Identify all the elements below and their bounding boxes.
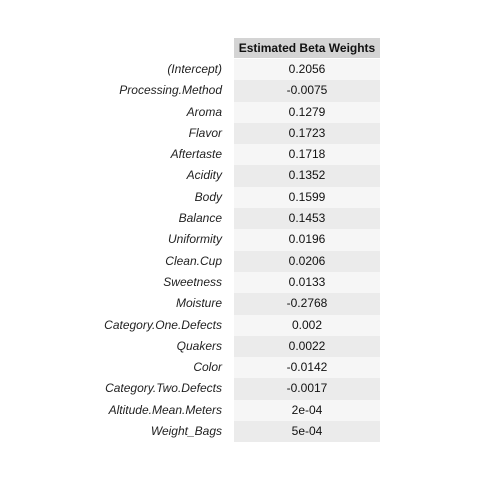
row-label: Color [193,360,222,375]
beta-weight-value: 0.1718 [234,144,380,166]
table-row: Processing.Method -0.0075 [100,80,380,102]
table-row: Category.One.Defects 0.002 [100,314,380,336]
beta-weight-value: 0.0022 [234,335,380,358]
table-body: (Intercept) 0.2056 Processing.Method -0.007… [100,59,380,443]
row-label: Quakers [176,338,222,353]
table-row: Weight_Bags 5e-04 [100,421,380,443]
table-row: Aroma 0.1279 [100,101,380,123]
row-label: Category.One.Defects [104,317,222,332]
table-row: Balance 0.1453 [100,208,380,230]
row-label: Acidity [186,168,222,183]
beta-weight-value: 0.1599 [234,186,380,209]
beta-weight-value: -0.0075 [234,80,380,102]
row-label: Altitude.Mean.Meters [108,402,222,417]
beta-weights-table: Estimated Beta Weights (Intercept) 0.2056… [100,38,380,443]
beta-weight-value: 0.1723 [234,122,380,145]
beta-weight-value: 5e-04 [234,421,380,443]
table-row: Quakers 0.0022 [100,335,380,358]
table-row: Flavor 0.1723 [100,122,380,145]
beta-weight-value: 0.0206 [234,250,380,272]
beta-weight-value: 0.2056 [234,59,380,81]
row-label: Aroma [186,104,222,119]
row-label: Flavor [188,125,222,140]
table-row: Acidity 0.1352 [100,165,380,187]
row-label: Processing.Method [119,83,222,98]
beta-weight-value: 0.0196 [234,229,380,251]
row-label: Balance [178,211,222,226]
table-row: (Intercept) 0.2056 [100,59,380,81]
beta-weight-value: 0.1453 [234,208,380,230]
table-row: Altitude.Mean.Meters 2e-04 [100,399,380,422]
row-label: Moisture [175,296,222,311]
row-label: Aftertaste [170,147,222,162]
table-row: Category.Two.Defects -0.0017 [100,378,380,400]
beta-weight-value: 2e-04 [234,399,380,422]
row-label: Weight_Bags [150,424,222,439]
beta-weight-value: 0.1279 [234,101,380,123]
row-label: Body [194,189,222,204]
row-label: Clean.Cup [165,253,222,268]
table-row: Sweetness 0.0133 [100,271,380,294]
beta-weight-value: -0.0142 [234,357,380,379]
beta-weight-value: -0.2768 [234,293,380,315]
table-row: Color -0.0142 [100,357,380,379]
table-row: Clean.Cup 0.0206 [100,250,380,272]
row-label: Uniformity [167,232,222,247]
table-row: Moisture -0.2768 [100,293,380,315]
table-header-row: Estimated Beta Weights [100,38,380,58]
table-row: Body 0.1599 [100,186,380,209]
header-row-label-cell [100,38,228,58]
row-label: Category.Two.Defects [105,381,222,396]
table-row: Aftertaste 0.1718 [100,144,380,166]
beta-weight-value: 0.0133 [234,271,380,294]
beta-weight-value: 0.1352 [234,165,380,187]
row-label: Sweetness [163,274,222,289]
row-label: (Intercept) [167,62,222,76]
column-header-estimated-beta-weights: Estimated Beta Weights [234,38,380,58]
table-row: Uniformity 0.0196 [100,229,380,251]
beta-weight-value: -0.0017 [234,378,380,400]
beta-weight-value: 0.002 [234,314,380,336]
